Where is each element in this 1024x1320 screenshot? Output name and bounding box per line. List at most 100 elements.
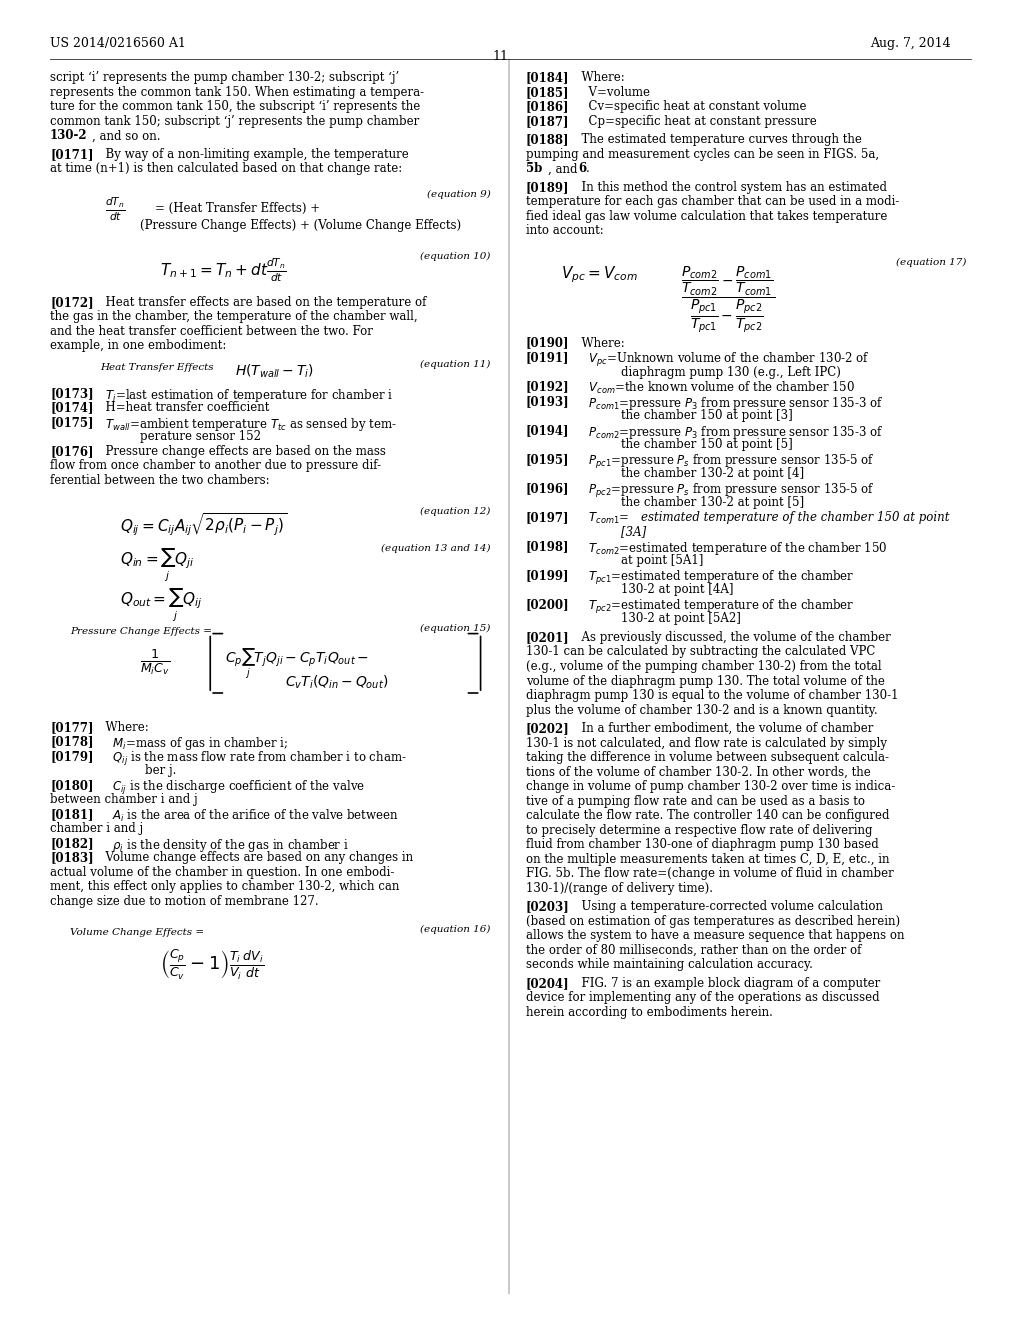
Text: at point [5A1]: at point [5A1] (621, 554, 703, 568)
Text: herein according to embodiments herein.: herein according to embodiments herein. (525, 1006, 772, 1019)
Text: 130-1 can be calculated by subtracting the calculated VPC: 130-1 can be calculated by subtracting t… (525, 645, 874, 659)
Text: [0194]: [0194] (525, 424, 569, 437)
Text: $\left(\frac{C_p}{C_v} - 1\right)\frac{T_i}{V_i}\frac{dV_i}{dt}$: $\left(\frac{C_p}{C_v} - 1\right)\frac{T… (160, 948, 264, 982)
Text: V=volume: V=volume (581, 86, 649, 99)
Text: [0186]: [0186] (525, 100, 569, 114)
Text: [0190]: [0190] (525, 337, 569, 350)
Text: Heat Transfer Effects: Heat Transfer Effects (100, 363, 214, 372)
Text: pumping and measurement cycles can be seen in FIGS. 5a,: pumping and measurement cycles can be se… (525, 148, 879, 161)
Text: 130-1 is not calculated, and flow rate is calculated by simply: 130-1 is not calculated, and flow rate i… (525, 737, 887, 750)
Text: change in volume of pump chamber 130-2 over time is indica-: change in volume of pump chamber 130-2 o… (525, 780, 895, 793)
Text: $V_{pc}$=Unknown volume of the chamber 130-2 of: $V_{pc}$=Unknown volume of the chamber 1… (581, 351, 869, 370)
Text: [0204]: [0204] (525, 977, 569, 990)
Text: $\dfrac{\dfrac{P_{com2}}{T_{com2}} - \dfrac{P_{com1}}{T_{com1}}}{\dfrac{P_{pc1}}: $\dfrac{\dfrac{P_{com2}}{T_{com2}} - \df… (681, 264, 775, 335)
Text: temperature for each gas chamber that can be used in a modi-: temperature for each gas chamber that ca… (525, 195, 899, 209)
Text: $T_{n+1} = T_n + dt\frac{dT_n}{dt}$: $T_{n+1} = T_n + dt\frac{dT_n}{dt}$ (160, 256, 287, 284)
Text: Volume change effects are based on any changes in: Volume change effects are based on any c… (98, 851, 414, 865)
Text: on the multiple measurements taken at times C, D, E, etc., in: on the multiple measurements taken at ti… (525, 853, 889, 866)
Text: [0198]: [0198] (525, 540, 569, 553)
Text: [0200]: [0200] (525, 598, 569, 611)
Text: , and: , and (548, 162, 581, 176)
Text: $\frac{dT_n}{dt}$: $\frac{dT_n}{dt}$ (105, 195, 126, 223)
Text: ferential between the two chambers:: ferential between the two chambers: (50, 474, 269, 487)
Text: (equation 9): (equation 9) (427, 190, 490, 199)
Text: to precisely determine a respective flow rate of delivering: to precisely determine a respective flow… (525, 824, 872, 837)
Text: The estimated temperature curves through the: The estimated temperature curves through… (573, 133, 861, 147)
Text: [0188]: [0188] (525, 133, 569, 147)
Text: ture for the common tank 150, the subscript ‘i’ represents the: ture for the common tank 150, the subscr… (50, 100, 420, 114)
Text: [0202]: [0202] (525, 722, 569, 735)
Text: fluid from chamber 130-one of diaphragm pump 130 based: fluid from chamber 130-one of diaphragm … (525, 838, 879, 851)
Text: $A_i$ is the area of the arifice of the valve between: $A_i$ is the area of the arifice of the … (105, 808, 399, 824)
Text: 130-2 at point [5A2]: 130-2 at point [5A2] (621, 612, 740, 626)
Text: 11: 11 (493, 50, 509, 63)
Text: , and so on.: , and so on. (92, 129, 161, 143)
Text: [0185]: [0185] (525, 86, 569, 99)
Text: .: . (586, 162, 590, 176)
Text: [0201]: [0201] (525, 631, 569, 644)
Text: $T_{com1}$=: $T_{com1}$= (581, 511, 629, 525)
Text: (equation 17): (equation 17) (896, 257, 967, 267)
Text: $P_{com2}$=pressure $P_3$ from pressure sensor 135-3 of: $P_{com2}$=pressure $P_3$ from pressure … (581, 424, 884, 441)
Text: and the heat transfer coefficient between the two. For: and the heat transfer coefficient betwee… (50, 325, 373, 338)
Text: (based on estimation of gas temperatures as described herein): (based on estimation of gas temperatures… (525, 915, 900, 928)
Text: estimated temperature of the chamber 150 at point: estimated temperature of the chamber 150… (641, 511, 949, 524)
Text: (equation 15): (equation 15) (420, 624, 490, 634)
Text: $T_{wall}$=ambient temperature $T_{tc}$ as sensed by tem-: $T_{wall}$=ambient temperature $T_{tc}$ … (98, 416, 397, 433)
Text: H=heat transfer coefficient: H=heat transfer coefficient (98, 401, 269, 414)
Text: [0203]: [0203] (525, 900, 569, 913)
Text: [0189]: [0189] (525, 181, 569, 194)
Text: (Pressure Change Effects) + (Volume Change Effects): (Pressure Change Effects) + (Volume Chan… (140, 219, 461, 232)
Text: $Q_{ij} = C_{ij}A_{ij}\sqrt{2\rho_i(P_i - P_j)}$: $Q_{ij} = C_{ij}A_{ij}\sqrt{2\rho_i(P_i … (120, 511, 288, 537)
Text: US 2014/0216560 A1: US 2014/0216560 A1 (50, 37, 186, 50)
Text: [0178]: [0178] (50, 735, 93, 748)
Text: = (Heat Transfer Effects) +: = (Heat Transfer Effects) + (156, 202, 321, 215)
Text: [0187]: [0187] (525, 115, 569, 128)
Text: $H(T_{wall}-T_i)$: $H(T_{wall}-T_i)$ (236, 363, 314, 380)
Text: [0179]: [0179] (50, 750, 93, 763)
Text: Aug. 7, 2014: Aug. 7, 2014 (870, 37, 951, 50)
Text: into account:: into account: (525, 224, 603, 238)
Text: [0195]: [0195] (525, 453, 569, 466)
Text: $C_{ij}$ is the discharge coefficient of the valve: $C_{ij}$ is the discharge coefficient of… (105, 779, 366, 797)
Text: volume of the diaphragm pump 130. The total volume of the: volume of the diaphragm pump 130. The to… (525, 675, 885, 688)
Text: $Q_{ij}$ is the mass flow rate from chamber i to cham-: $Q_{ij}$ is the mass flow rate from cham… (105, 750, 407, 768)
Text: tive of a pumping flow rate and can be used as a basis to: tive of a pumping flow rate and can be u… (525, 795, 864, 808)
Text: Using a temperature-corrected volume calculation: Using a temperature-corrected volume cal… (573, 900, 883, 913)
Text: [0184]: [0184] (525, 71, 569, 84)
Text: (equation 16): (equation 16) (420, 925, 490, 935)
Text: [0193]: [0193] (525, 395, 569, 408)
Text: $P_{com1}$=pressure $P_3$ from pressure sensor 135-3 of: $P_{com1}$=pressure $P_3$ from pressure … (581, 395, 884, 412)
Text: (equation 12): (equation 12) (420, 507, 490, 516)
Text: Cv=specific heat at constant volume: Cv=specific heat at constant volume (581, 100, 806, 114)
Text: device for implementing any of the operations as discussed: device for implementing any of the opera… (525, 991, 880, 1005)
Text: ment, this effect only applies to chamber 130-2, which can: ment, this effect only applies to chambe… (50, 880, 399, 894)
Text: [0192]: [0192] (525, 380, 569, 393)
Text: $C_p\sum_{j} T_j Q_{ji} - C_p T_i Q_{out} -$: $C_p\sum_{j} T_j Q_{ji} - C_p T_i Q_{out… (225, 647, 370, 681)
Text: Where:: Where: (573, 71, 625, 84)
Text: chamber i and j: chamber i and j (50, 822, 143, 836)
Text: Cp=specific heat at constant pressure: Cp=specific heat at constant pressure (581, 115, 816, 128)
Text: $T_{pc2}$=estimated temperature of the chamber: $T_{pc2}$=estimated temperature of the c… (581, 598, 854, 616)
Text: 130-2 at point [4A]: 130-2 at point [4A] (621, 583, 733, 597)
Text: diaphragm pump 130 (e.g., Left IPC): diaphragm pump 130 (e.g., Left IPC) (621, 366, 841, 379)
Text: [0176]: [0176] (50, 445, 93, 458)
Text: between chamber i and j: between chamber i and j (50, 793, 198, 807)
Text: $T_{com2}$=estimated temperature of the chamber 150: $T_{com2}$=estimated temperature of the … (581, 540, 888, 557)
Text: 130-2: 130-2 (50, 129, 88, 143)
Text: the chamber 130-2 at point [4]: the chamber 130-2 at point [4] (621, 467, 804, 480)
Text: (equation 10): (equation 10) (420, 252, 490, 261)
Text: In this method the control system has an estimated: In this method the control system has an… (573, 181, 887, 194)
Text: tions of the volume of chamber 130-2. In other words, the: tions of the volume of chamber 130-2. In… (525, 766, 870, 779)
Text: $Q_{out} = \sum_{j} Q_{ij}$: $Q_{out} = \sum_{j} Q_{ij}$ (120, 587, 203, 623)
Text: at time (n+1) is then calculated based on that change rate:: at time (n+1) is then calculated based o… (50, 162, 402, 176)
Text: script ‘i’ represents the pump chamber 130-2; subscript ‘j’: script ‘i’ represents the pump chamber 1… (50, 71, 399, 84)
Text: seconds while maintaining calculation accuracy.: seconds while maintaining calculation ac… (525, 958, 812, 972)
Text: diaphragm pump 130 is equal to the volume of chamber 130-1: diaphragm pump 130 is equal to the volum… (525, 689, 898, 702)
Text: Where:: Where: (98, 721, 148, 734)
Text: 5b: 5b (525, 162, 542, 176)
Text: (e.g., volume of the pumping chamber 130-2) from the total: (e.g., volume of the pumping chamber 130… (525, 660, 882, 673)
Text: the order of 80 milliseconds, rather than on the order of: the order of 80 milliseconds, rather tha… (525, 944, 861, 957)
Text: change size due to motion of membrane 127.: change size due to motion of membrane 12… (50, 895, 318, 908)
Text: Volume Change Effects =: Volume Change Effects = (70, 928, 204, 937)
